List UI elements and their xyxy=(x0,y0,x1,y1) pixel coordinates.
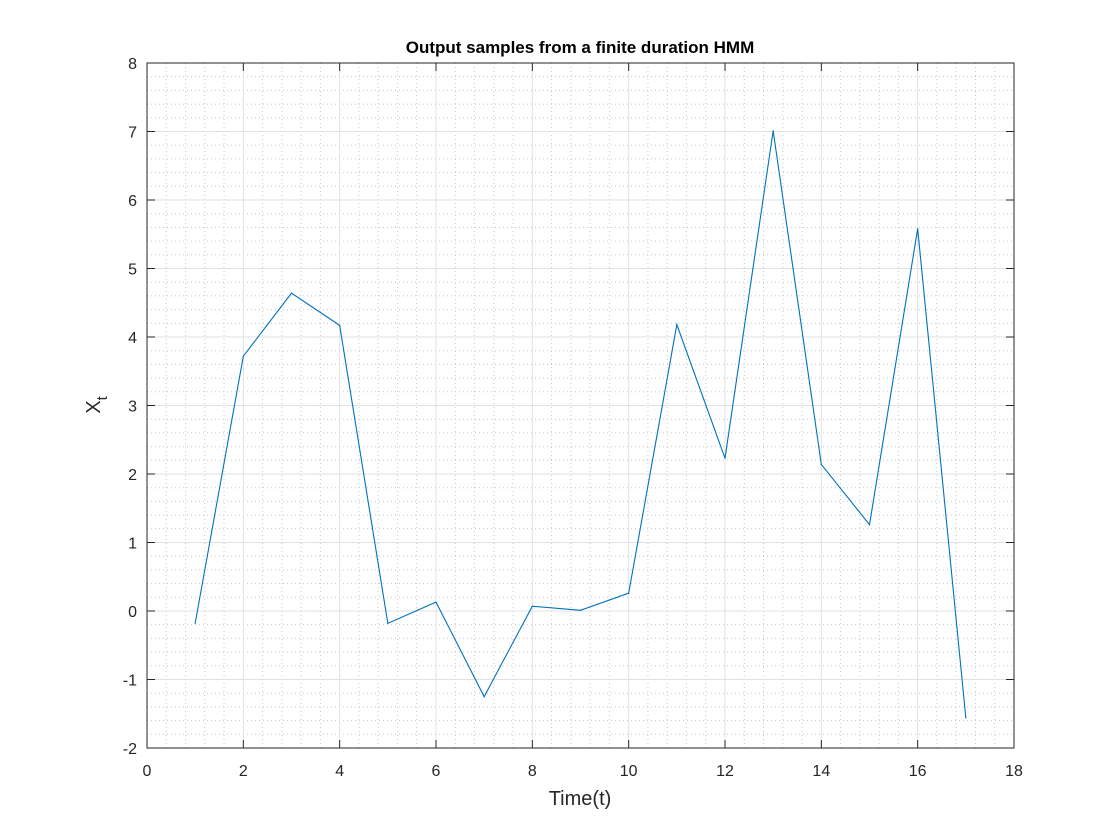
data-point xyxy=(868,524,871,526)
data-point xyxy=(820,463,822,466)
y-axis-label-base: X xyxy=(83,400,105,413)
svg-text:Xt: Xt xyxy=(83,395,111,413)
y-tick-label: 5 xyxy=(128,262,137,279)
data-point xyxy=(242,355,244,357)
y-tick-labels: -2 -1 0 1 2 3 4 5 6 7 8 xyxy=(123,56,137,758)
data-point xyxy=(676,324,678,326)
x-tick-label: 2 xyxy=(239,763,248,780)
x-tick-labels: 0 2 4 6 8 10 12 14 16 18 xyxy=(143,763,1023,780)
series-layer xyxy=(194,130,967,719)
y-tick-label: 7 xyxy=(128,125,137,142)
x-tick-label: 16 xyxy=(909,763,927,780)
y-tick-label: -2 xyxy=(123,741,137,758)
data-point xyxy=(724,457,726,459)
y-tick-label: 8 xyxy=(128,56,137,73)
y-tick-label: 3 xyxy=(128,399,137,416)
data-point xyxy=(628,592,630,594)
x-tick-label: 8 xyxy=(528,763,537,780)
data-point xyxy=(339,324,341,326)
data-point xyxy=(579,609,582,611)
y-tick-label: 2 xyxy=(128,467,137,484)
y-tick-label: 4 xyxy=(128,330,137,347)
tick-marks xyxy=(146,62,1015,749)
minor-grid xyxy=(147,63,1014,748)
y-axis-label-subscript: t xyxy=(94,395,111,400)
x-tick-label: 6 xyxy=(432,763,441,780)
data-point xyxy=(965,717,967,719)
data-point xyxy=(387,622,389,624)
x-tick-label: 0 xyxy=(143,763,152,780)
data-point xyxy=(290,292,293,294)
y-tick-label: 0 xyxy=(128,604,137,621)
data-point xyxy=(435,601,437,603)
y-tick-label: -1 xyxy=(123,673,137,690)
y-tick-label: 6 xyxy=(128,193,137,210)
x-tick-label: 14 xyxy=(812,763,830,780)
x-axis-label: Time(t) xyxy=(549,788,612,810)
data-point xyxy=(483,696,485,698)
x-tick-label: 18 xyxy=(1005,763,1023,780)
data-point xyxy=(917,228,919,230)
data-point xyxy=(772,130,774,132)
x-tick-label: 12 xyxy=(716,763,734,780)
chart-title: Output samples from a finite duration HM… xyxy=(406,38,755,57)
data-point xyxy=(194,622,196,624)
data-point xyxy=(531,605,533,607)
x-tick-label: 4 xyxy=(335,763,344,780)
y-tick-label: 1 xyxy=(128,536,137,553)
y-axis-label: Xt xyxy=(83,395,111,413)
x-tick-label: 10 xyxy=(620,763,638,780)
